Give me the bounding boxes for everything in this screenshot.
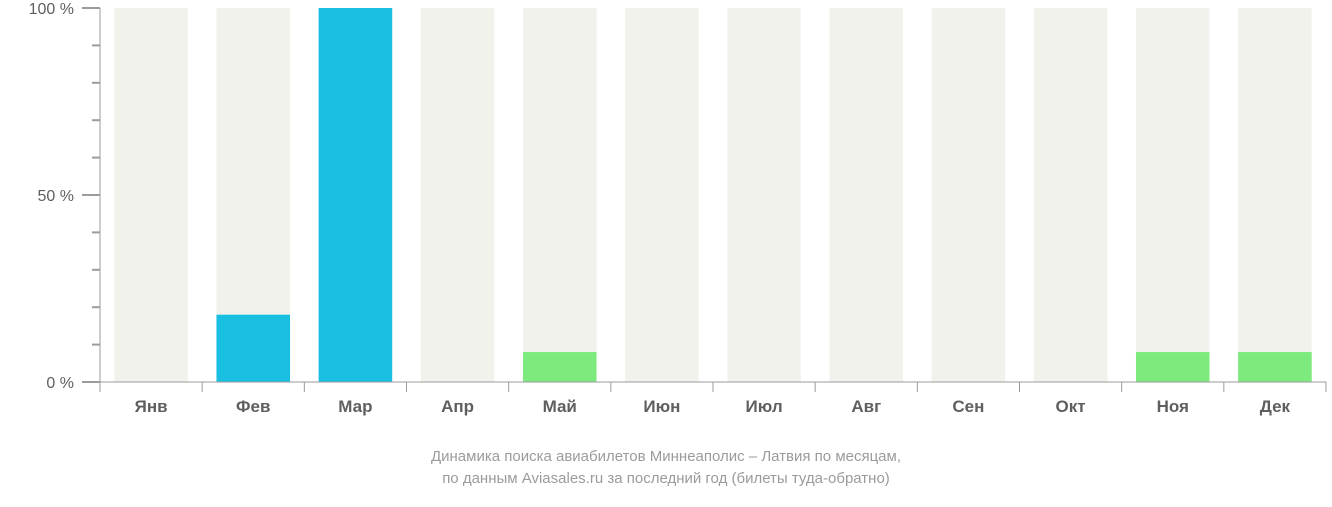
bar: [1136, 352, 1210, 382]
x-label: Авг: [851, 397, 881, 416]
bar: [523, 352, 597, 382]
bar: [319, 8, 393, 382]
y-tick-label: 100 %: [29, 1, 74, 18]
bar-bg: [523, 8, 597, 382]
bar-bg: [1238, 8, 1312, 382]
chart-caption-line1: Динамика поиска авиабилетов Миннеаполис …: [0, 446, 1332, 469]
x-label: Фев: [236, 397, 270, 416]
bar-bg: [1034, 8, 1108, 382]
bar: [216, 315, 290, 382]
x-label: Июл: [746, 397, 783, 416]
chart-svg: 0 % 50 % 100 % Янв Фев Мар Апр Май Июн Июл Авг Сен О…: [0, 0, 1332, 502]
bar-bg: [932, 8, 1006, 382]
x-label: Сен: [952, 397, 984, 416]
bar-bg: [625, 8, 699, 382]
bar-bg: [1136, 8, 1210, 382]
x-label: Май: [543, 397, 577, 416]
x-label: Дек: [1260, 397, 1291, 416]
bar-bg: [114, 8, 188, 382]
bar-bg: [829, 8, 903, 382]
x-label: Янв: [135, 397, 168, 416]
x-label: Апр: [441, 397, 474, 416]
bar-bg: [727, 8, 801, 382]
x-label: Мар: [338, 397, 372, 416]
bar: [1238, 352, 1312, 382]
x-label: Июн: [643, 397, 680, 416]
x-label: Окт: [1056, 397, 1086, 416]
x-label: Ноя: [1157, 397, 1189, 416]
bar-bg: [421, 8, 495, 382]
y-tick-label: 0 %: [46, 375, 74, 392]
chart-caption-line2: по данным Aviasales.ru за последний год …: [0, 468, 1332, 491]
y-tick-label: 50 %: [38, 188, 74, 205]
monthly-search-chart: 0 % 50 % 100 % Янв Фев Мар Апр Май Июн Июл Авг Сен О…: [0, 0, 1332, 502]
